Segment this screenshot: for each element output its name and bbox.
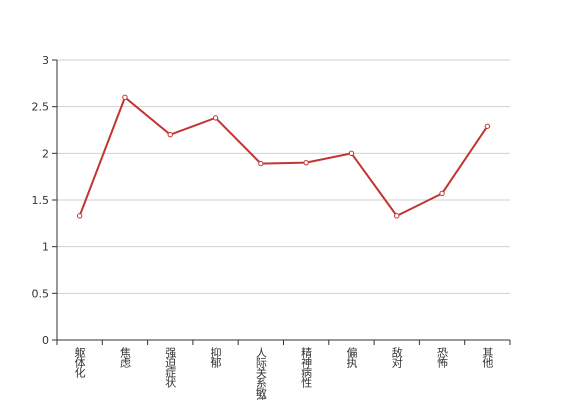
line xyxy=(78,95,489,218)
x-tick-label: 焦虑 xyxy=(118,347,131,368)
point xyxy=(394,213,400,219)
point xyxy=(122,94,128,101)
x-tick-label: 偏执 xyxy=(345,346,358,369)
point xyxy=(348,150,355,157)
x-tick-label: 精神病性 xyxy=(300,347,313,389)
y-tick-label: 3 xyxy=(42,54,49,67)
y-tick-label: 2 xyxy=(42,147,49,160)
point xyxy=(212,115,219,121)
y-tick-label: 2.5 xyxy=(32,101,50,114)
point xyxy=(439,190,445,197)
y-tick-label: 1 xyxy=(42,241,49,254)
point xyxy=(76,213,83,219)
point xyxy=(258,160,264,167)
y-tick-label: 1.5 xyxy=(32,194,50,207)
y-tick-label: 0 xyxy=(42,334,49,347)
x-tick-label: 抑郁 xyxy=(209,346,222,368)
x-tick-label: 其他 xyxy=(481,347,494,368)
y-tick-label: 0.5 xyxy=(32,287,50,300)
point xyxy=(167,131,173,138)
x-tick-label: 恐怖 xyxy=(436,347,449,368)
x-tick-label: 强迫症状 xyxy=(164,347,177,388)
point xyxy=(303,159,309,166)
x-tick-label: 躯体化 xyxy=(73,347,86,379)
point xyxy=(484,123,491,129)
x-tick-label: 人际关系敏感 xyxy=(254,347,267,400)
x-tick-label: 敌对 xyxy=(390,346,403,368)
